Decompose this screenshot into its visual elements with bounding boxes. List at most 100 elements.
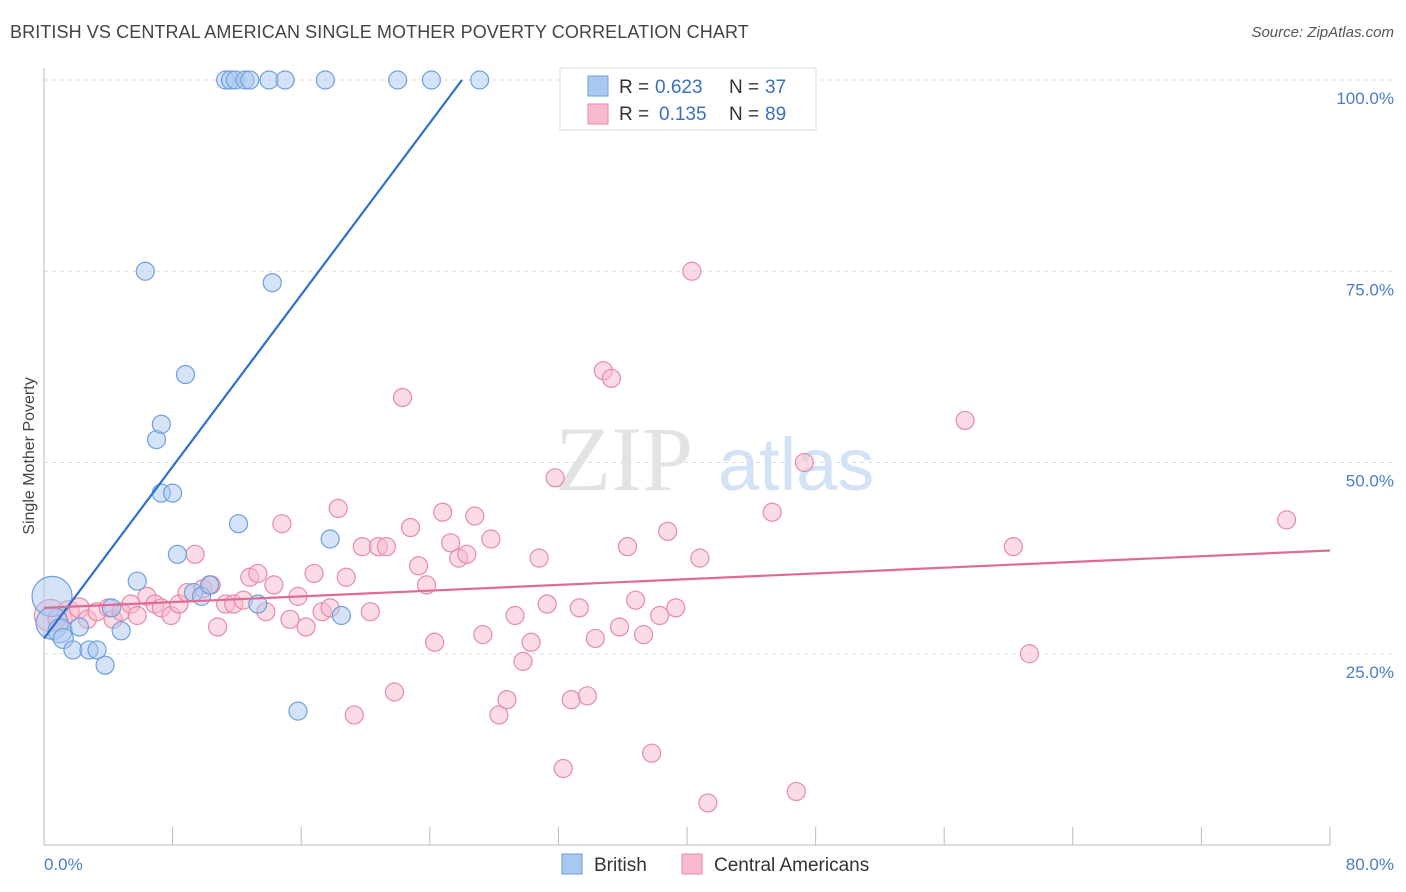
central-american-point-36: [336, 567, 356, 587]
central-american-point-65: [569, 598, 589, 618]
legend-british-n-value: 37: [765, 77, 786, 98]
british-point-16: [163, 483, 183, 503]
central-american-point-62: [545, 468, 565, 488]
watermark: ZIP atlas: [555, 408, 874, 510]
british-point-25: [228, 514, 249, 534]
central-american-point-71: [617, 537, 638, 557]
central-american-point-52: [465, 506, 485, 526]
central-american-point-64: [561, 690, 581, 710]
british-point-29: [259, 70, 279, 90]
british-point-33: [315, 70, 335, 90]
legend-central-r-value: 0.135: [659, 104, 707, 125]
y-tick-labels: 25.0% 50.0% 75.0% 100.0%: [1336, 89, 1394, 682]
british-trend-line: [43, 79, 463, 640]
central-american-point-43: [392, 387, 413, 408]
central-american-point-76: [658, 521, 678, 541]
central-american-point-56: [497, 690, 517, 710]
legend-label-central: Central Americans: [714, 855, 869, 876]
central-american-point-39: [360, 602, 380, 622]
central-american-point-83: [794, 452, 814, 473]
central-american-point-87: [1276, 510, 1297, 530]
british-point-11: [127, 571, 147, 591]
central-american-point-48: [433, 502, 453, 522]
british-point-17: [167, 544, 188, 564]
british-point-35: [331, 605, 351, 626]
british-point-37: [421, 70, 442, 90]
central-american-point-84: [955, 410, 975, 431]
y-tick-label-75: 75.0%: [1346, 280, 1394, 299]
british-point-15: [151, 414, 171, 434]
british-point-32: [288, 701, 308, 721]
x-tick-label-min: 0.0%: [44, 855, 83, 874]
legend-central-n-value: 89: [765, 104, 786, 125]
legend-swatch-british: [587, 75, 609, 97]
british-point-38: [470, 70, 490, 90]
central-american-point-69: [601, 368, 622, 388]
central-american-point-74: [642, 743, 662, 763]
central-american-point-38: [352, 537, 372, 557]
central-american-point-20: [208, 617, 228, 637]
central-american-point-44: [400, 517, 421, 538]
central-americans-trend-line: [43, 549, 1331, 609]
central-american-point-80: [698, 793, 718, 813]
central-american-point-86: [1019, 644, 1039, 664]
british-point-34: [320, 529, 340, 549]
british-point-18: [175, 364, 196, 385]
british-point-36: [388, 70, 408, 90]
british-point-12: [135, 261, 155, 281]
british-point-21: [199, 575, 220, 595]
central-american-point-31: [296, 617, 316, 637]
british-point-10: [111, 621, 131, 641]
legend-central-r-label: R =: [619, 104, 649, 125]
central-american-point-58: [513, 651, 533, 672]
central-american-point-70: [609, 617, 630, 637]
central-american-point-78: [682, 261, 702, 281]
central-american-point-32: [304, 563, 324, 584]
central-american-point-17: [185, 544, 205, 564]
chart-title: BRITISH VS CENTRAL AMERICAN SINGLE MOTHE…: [10, 22, 749, 42]
central-american-point-79: [690, 548, 710, 568]
central-americans-points: [33, 261, 1297, 813]
british-points: [31, 70, 490, 721]
central-american-point-37: [344, 705, 364, 725]
legend-label-british: British: [594, 855, 647, 876]
central-american-point-77: [666, 598, 686, 618]
source-label: Source: ZipAtlas.com: [1251, 24, 1394, 41]
british-point-7: [87, 640, 107, 660]
central-american-point-61: [537, 594, 557, 614]
central-american-point-45: [408, 556, 429, 576]
central-american-point-28: [272, 514, 292, 534]
british-point-27: [240, 70, 260, 90]
legend-british-r-label: R =: [619, 77, 649, 98]
central-american-point-60: [529, 548, 549, 568]
correlation-legend: R = 0.623 N = 37 R = 0.135 N = 89: [559, 67, 817, 131]
legend-swatch-central-bottom: [681, 853, 703, 875]
central-american-point-75: [650, 605, 670, 626]
central-american-point-72: [625, 590, 646, 610]
british-point-4: [63, 640, 83, 660]
y-axis-label: Single Mother Poverty: [21, 377, 38, 534]
central-american-point-85: [1003, 537, 1023, 557]
central-american-point-57: [505, 605, 525, 626]
legend-swatch-central: [587, 103, 609, 125]
central-american-point-46: [416, 575, 437, 595]
legend-swatch-british-bottom: [561, 853, 583, 875]
british-point-9: [101, 598, 122, 618]
central-american-point-41: [376, 537, 396, 557]
series-legend: British Central Americans: [561, 853, 869, 876]
x-ticks: [43, 827, 1331, 845]
y-tick-label-50: 50.0%: [1346, 472, 1394, 491]
trend-lines: [43, 79, 1331, 640]
central-american-point-51: [457, 544, 477, 564]
central-american-point-47: [425, 632, 445, 652]
legend-central-n-label: N =: [729, 104, 759, 125]
central-american-point-82: [786, 781, 806, 802]
x-tick-label-max: 80.0%: [1346, 855, 1394, 874]
central-american-point-59: [521, 632, 541, 652]
central-american-point-53: [473, 625, 493, 645]
central-american-point-55: [489, 705, 509, 725]
british-point-31: [275, 70, 295, 90]
central-american-point-29: [280, 609, 300, 629]
central-american-point-63: [553, 758, 573, 779]
